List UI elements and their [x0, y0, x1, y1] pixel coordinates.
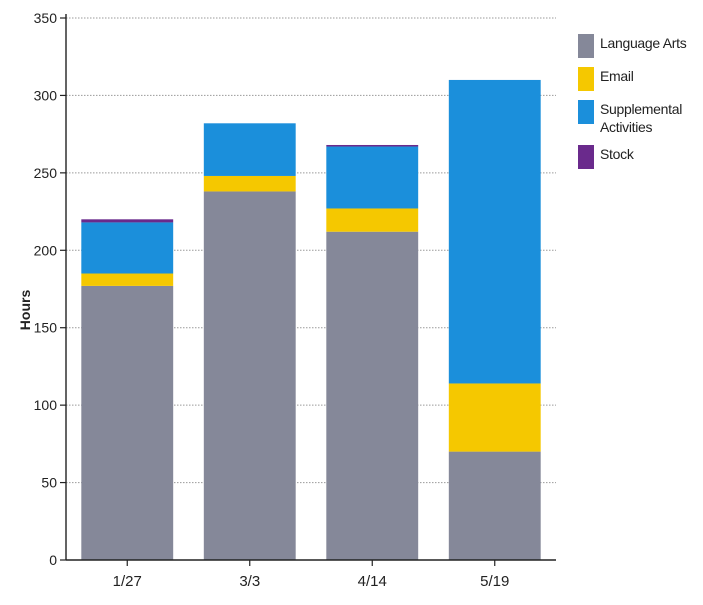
- bars: [81, 79, 541, 560]
- bar-segment: [81, 219, 174, 223]
- legend-label: Supplemental Activities: [600, 100, 682, 136]
- x-tick-label: 3/3: [239, 573, 260, 590]
- bar-segment: [81, 273, 174, 286]
- legend-item: Supplemental Activities: [578, 100, 698, 136]
- bar-segment: [448, 383, 541, 452]
- y-tick-label: 200: [34, 242, 58, 258]
- bar-segment: [326, 144, 419, 147]
- x-tick-label: 4/14: [358, 573, 387, 590]
- bar-segment: [81, 285, 174, 560]
- legend-label-line: Activities: [600, 119, 653, 135]
- y-tick-label: 100: [34, 397, 58, 413]
- bar-segment: [326, 231, 419, 560]
- legend-label: Email: [600, 67, 634, 85]
- y-tick-label: 150: [34, 320, 58, 336]
- axes: 0 50 100 150 200 250 300 350 1/27 3/3 4/14 5/19: [34, 10, 556, 590]
- legend-label-line: Language Arts: [600, 35, 687, 51]
- legend-swatch: [578, 100, 594, 124]
- legend-item: Stock: [578, 145, 698, 169]
- bar-segment: [203, 191, 296, 560]
- legend: Language Arts Email Supplemental Activities…: [578, 34, 698, 178]
- legend-swatch: [578, 34, 594, 58]
- bar-segment: [448, 79, 541, 384]
- legend-item: Email: [578, 67, 698, 91]
- y-tick-label: 0: [49, 552, 57, 568]
- legend-swatch: [578, 145, 594, 169]
- y-tick-label: 300: [34, 87, 58, 103]
- legend-swatch: [578, 67, 594, 91]
- x-tick-label: 5/19: [480, 573, 509, 590]
- bar-segment: [326, 146, 419, 209]
- y-tick-label: 350: [34, 10, 58, 26]
- y-tick-label: 250: [34, 165, 58, 181]
- legend-item: Language Arts: [578, 34, 698, 58]
- legend-label: Language Arts: [600, 34, 687, 52]
- legend-label-line: Stock: [600, 146, 634, 162]
- bar-segment: [81, 222, 174, 274]
- legend-label-line: Email: [600, 68, 634, 84]
- bar-segment: [448, 451, 541, 560]
- bar-segment: [326, 208, 419, 232]
- bar-segment: [203, 123, 296, 176]
- bar-segment: [203, 175, 296, 192]
- legend-label-line: Supplemental: [600, 101, 683, 117]
- y-tick-label: 50: [41, 475, 57, 491]
- legend-label: Stock: [600, 145, 634, 163]
- x-tick-label: 1/27: [113, 573, 142, 590]
- y-axis-label: Hours: [17, 290, 33, 331]
